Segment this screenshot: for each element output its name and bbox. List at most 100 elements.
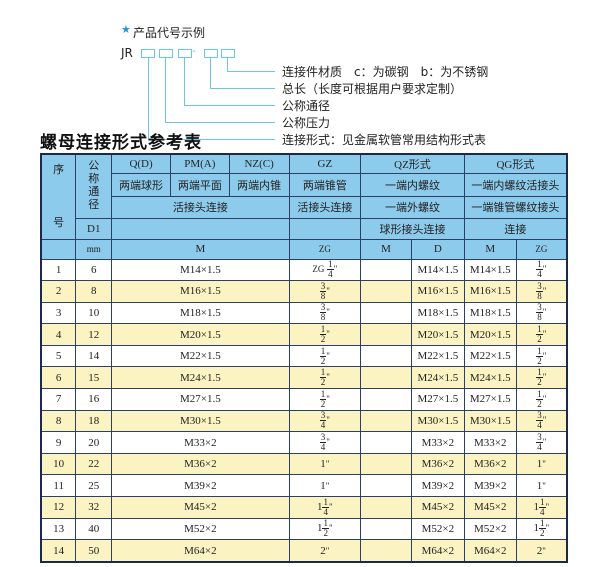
cell-qz-d: M18×1.5 — [410, 301, 465, 325]
cell-qg-m: M27×1.5 — [463, 388, 517, 411]
cell-qg-m: M18×1.5 — [463, 301, 517, 325]
cell-qz-d: M27×1.5 — [410, 388, 465, 411]
header-qz: QZ形式 — [360, 153, 465, 174]
vertical-char: 序 — [53, 163, 65, 176]
fraction-numerator: 1 — [536, 345, 543, 357]
cell-dn: 16 — [75, 388, 113, 411]
cell-qg-zg: 1 2 " — [515, 388, 568, 411]
cell-m: M64×2 — [111, 539, 290, 563]
cell-qz-m — [360, 496, 412, 519]
cell-no: 2 — [40, 280, 77, 303]
code-box-pressure — [159, 49, 173, 58]
cell-m: M45×2 — [111, 496, 290, 519]
table-row: 12 32 M45×2 1 1 4 " M45×2 M45×2 1 1 4 " — [40, 496, 568, 519]
header-qg-zg: ZG — [515, 238, 568, 260]
cell-qz-d: M33×2 — [410, 431, 465, 454]
cell-m: M14×1.5 — [111, 258, 290, 282]
header-pm-desc: 两端平面 — [169, 172, 230, 197]
cell-qz-d: M20×1.5 — [410, 323, 465, 346]
fraction-numerator: 3 — [536, 280, 543, 292]
cell-no: 4 — [40, 323, 77, 346]
header-qz-m: M — [360, 238, 412, 260]
fraction-denominator: 2 — [537, 334, 542, 345]
leader-line — [227, 71, 275, 72]
cell-no: 14 — [40, 539, 77, 563]
cell-qg-zg: 1 4 " — [515, 258, 568, 282]
fraction-numerator: 1 — [319, 367, 327, 379]
header-union: 活接头连接 — [111, 195, 290, 219]
fraction-denominator: 4 — [537, 420, 542, 431]
cell-qz-d: M22×1.5 — [410, 344, 465, 368]
fraction-denominator: 2 — [320, 377, 326, 388]
header-mm: mm — [75, 238, 113, 260]
cell-m: M30×1.5 — [111, 409, 290, 433]
cell-zg: 3 8 " — [288, 301, 362, 325]
zg-whole: 1 — [536, 479, 543, 492]
cell-qz-d: M16×1.5 — [410, 280, 465, 303]
cell-qz-m — [360, 280, 412, 303]
fraction-denominator: 4 — [323, 506, 328, 517]
code-dash: - — [192, 44, 196, 57]
zg-whole: 1 — [320, 479, 326, 492]
cell-zg: 3 8 " — [288, 280, 362, 303]
vertical-char: 称 — [88, 173, 100, 186]
cell-dn: 8 — [75, 280, 113, 303]
cell-qg-zg: 1 2 " — [515, 366, 568, 390]
leader-line — [148, 58, 149, 140]
header-nominal: 公称通径 — [75, 153, 113, 219]
cell-qz-m — [360, 539, 412, 563]
cell-qg-m: M22×1.5 — [463, 344, 517, 368]
cell-m: M27×1.5 — [111, 388, 290, 411]
cell-dn: 14 — [75, 344, 113, 368]
cell-m: M33×2 — [111, 431, 290, 454]
fraction-denominator: 4 — [320, 442, 326, 453]
leader-line — [184, 105, 275, 106]
cell-zg: 1" — [288, 452, 362, 476]
cell-no: 6 — [40, 366, 77, 390]
label-connection: 连接形式：见金属软管常用结构形式表 — [282, 133, 487, 147]
cell-qg-m: M36×2 — [463, 452, 517, 476]
cell-no: 3 — [40, 301, 77, 325]
header-seq: 序号 — [40, 153, 77, 240]
cell-qg-zg: 2" — [515, 539, 568, 563]
fraction-numerator: 1 — [319, 388, 327, 400]
zg-whole: 1 — [536, 458, 543, 471]
header-nz-desc: 两端内锥 — [228, 172, 290, 197]
table-row: 7 16 M27×1.5 1 2 " M27×1.5 M27×1.5 1 2 " — [40, 388, 568, 411]
table-row: 14 50 M64×2 2" M64×2 M64×2 2" — [40, 539, 568, 563]
cell-qg-zg: 1" — [515, 452, 568, 476]
leader-line — [210, 88, 275, 89]
cell-qz-d: M64×2 — [410, 539, 465, 563]
cell-zg: 3 4 " — [288, 409, 362, 433]
zg-whole: 1 — [316, 500, 323, 513]
leader-line — [148, 139, 275, 140]
cell-no: 11 — [40, 474, 77, 498]
header-qz-desc: 一端内螺纹 — [360, 172, 465, 197]
cell-qg-zg: 3 4 " — [515, 409, 568, 433]
vertical-char: 公 — [88, 160, 100, 173]
code-box-diameter — [178, 49, 192, 58]
cell-qz-m — [360, 344, 412, 368]
cell-qg-zg: 1 1 4 " — [515, 496, 568, 519]
fraction-numerator: 3 — [319, 302, 327, 314]
fraction-numerator: 3 — [319, 410, 327, 422]
header-qd: Q(D) — [111, 153, 171, 174]
cell-m: M36×2 — [111, 452, 290, 476]
cell-zg: 1 2 " — [288, 366, 362, 390]
cell-qg-m: M20×1.5 — [463, 323, 517, 346]
header-qd-desc: 两端球形 — [111, 172, 171, 197]
label-length: 总长（长度可根据用户要求定制） — [282, 82, 463, 96]
fraction-denominator: 8 — [537, 312, 542, 323]
code-example-title: 产品代号示例 — [133, 26, 206, 40]
header-qz-desc2: 一端外螺纹 — [360, 195, 465, 219]
cell-qz-d: M39×2 — [410, 474, 465, 498]
header-qz-d: D — [410, 238, 465, 260]
code-box-connection — [141, 49, 155, 58]
